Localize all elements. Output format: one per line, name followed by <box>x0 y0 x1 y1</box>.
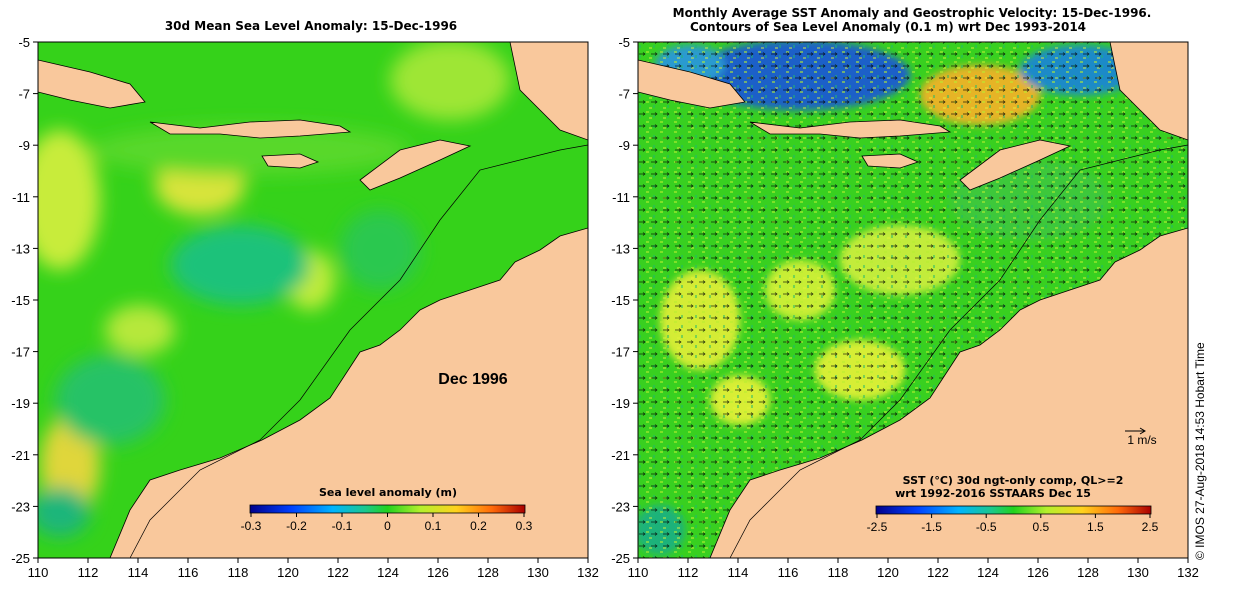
sulawesi-land-left <box>509 42 588 141</box>
right-y-tick-label: -19 <box>611 396 630 411</box>
right-colorbar-tick-label: -2.5 <box>867 520 888 534</box>
left-x-tick-label: 114 <box>128 565 149 580</box>
sulawesi-land-right <box>1109 42 1188 141</box>
left-x-tick-label: 124 <box>377 565 399 580</box>
left-colorbar-tick-label: -0.1 <box>332 519 353 533</box>
australia-landmass-left <box>109 227 588 558</box>
right-x-tick-label: 132 <box>1177 565 1199 580</box>
timor-island-right <box>959 139 1072 191</box>
right-y-tick-label: -15 <box>611 293 630 308</box>
lesser-sunda-islands-left <box>149 119 352 139</box>
right-colorbar-tick-label: 0.5 <box>1032 520 1049 534</box>
right-x-tick-label: 114 <box>728 565 749 580</box>
right-colorbar-tick-label: -0.5 <box>976 520 997 534</box>
left-x-tick-label: 118 <box>228 565 249 580</box>
right-x-tick-label: 126 <box>1027 565 1049 580</box>
right-map-plot <box>638 42 1188 558</box>
sumba-island-left <box>261 153 320 169</box>
lesser-sunda-islands-right <box>749 119 952 139</box>
left-map-title: 30d Mean Sea Level Anomaly: 15-Dec-1996 <box>165 19 457 33</box>
right-y-tick-label: -25 <box>611 551 630 566</box>
left-y-tick-label: -9 <box>18 138 30 153</box>
right-colorbar-ticks: -2.5 -1.5 -0.5 0.5 1.5 2.5 <box>867 514 1159 534</box>
left-x-tick-label: 122 <box>327 565 349 580</box>
java-island-left <box>38 59 146 109</box>
right-colorbar <box>875 505 1152 515</box>
right-x-tick-label: 124 <box>977 565 999 580</box>
left-colorbar-tick-label: -0.2 <box>286 519 307 533</box>
right-y-tick-label: -23 <box>611 499 630 514</box>
left-colorbar-tick-label: 0.3 <box>516 519 533 533</box>
right-x-tick-label: 120 <box>877 565 899 580</box>
left-colorbar-tick-label: 0.2 <box>470 519 487 533</box>
left-y-tick-label: -11 <box>12 190 30 205</box>
left-y-tick-label: -5 <box>18 35 30 50</box>
copyright-label: © IMOS 27-Aug-2018 14:53 Hobart Time <box>1193 342 1207 560</box>
right-x-tick-label: 122 <box>927 565 949 580</box>
right-x-tick-label: 112 <box>678 565 699 580</box>
left-x-tick-label: 116 <box>178 565 199 580</box>
right-colorbar-tick-label: -1.5 <box>921 520 942 534</box>
right-x-tick-label: 110 <box>628 565 649 580</box>
left-x-tick-label: 112 <box>78 565 99 580</box>
java-island-right <box>638 59 746 109</box>
right-x-tick-label: 128 <box>1077 565 1099 580</box>
right-y-tick-label: -17 <box>611 345 630 360</box>
left-y-tick-label: -21 <box>11 448 30 463</box>
right-colorbar-tick-label: 2.5 <box>1142 520 1159 534</box>
right-y-tick-label: -21 <box>611 448 630 463</box>
right-y-tick-label: -11 <box>612 190 630 205</box>
right-colorbar-title-line2: wrt 1992-2016 SSTAARS Dec 15 <box>895 487 1091 500</box>
right-y-tick-label: -9 <box>618 138 630 153</box>
left-y-tick-label: -19 <box>11 396 30 411</box>
right-map-title-line1: Monthly Average SST Anomaly and Geostrop… <box>673 6 1152 20</box>
left-map-plot <box>38 42 588 558</box>
australia-landmass-right <box>709 227 1188 558</box>
left-colorbar-tick-label: 0.1 <box>425 519 442 533</box>
sumba-island-right <box>861 153 920 169</box>
right-map-title-line2: Contours of Sea Level Anomaly (0.1 m) wr… <box>690 20 1086 34</box>
left-y-tick-label: -23 <box>11 499 30 514</box>
right-y-tick-label: -7 <box>618 87 630 102</box>
right-colorbar-title-line1: SST (°C) 30d ngt-only comp, QL>=2 <box>903 474 1124 487</box>
right-x-axis: 110 112 114 116 118 120 122 124 126 128 130 132 <box>628 558 1199 580</box>
right-x-tick-label: 118 <box>828 565 849 580</box>
right-x-tick-label: 116 <box>778 565 799 580</box>
right-y-axis: -5 -7 -9 -11 -13 -15 -17 -19 -21 -23 -25 <box>611 35 638 566</box>
left-x-tick-label: 128 <box>477 565 499 580</box>
left-colorbar-tick-label: -0.3 <box>241 519 262 533</box>
date-label: Dec 1996 <box>438 371 507 388</box>
timor-island-left <box>359 139 472 191</box>
left-y-tick-label: -17 <box>11 345 30 360</box>
left-x-tick-label: 110 <box>28 565 49 580</box>
left-x-tick-label: 132 <box>577 565 599 580</box>
left-y-tick-label: -13 <box>11 241 30 256</box>
left-colorbar-tick-label: 0 <box>384 519 391 533</box>
left-colorbar-title: Sea level anomaly (m) <box>319 486 457 499</box>
left-colorbar <box>249 504 526 514</box>
left-y-tick-label: -25 <box>11 551 30 566</box>
left-y-tick-label: -15 <box>11 293 30 308</box>
right-y-tick-label: -5 <box>618 35 630 50</box>
left-x-axis: 110 112 114 116 118 120 122 124 126 128 130 132 <box>28 558 599 580</box>
left-x-tick-label: 130 <box>527 565 549 580</box>
left-colorbar-ticks: -0.3 -0.2 -0.1 0 0.1 0.2 0.3 <box>241 513 533 533</box>
right-colorbar-tick-label: 1.5 <box>1087 520 1104 534</box>
right-y-tick-label: -13 <box>611 241 630 256</box>
left-y-axis: -5 -7 -9 -11 -13 -15 -17 -19 -21 -23 -25 <box>11 35 38 566</box>
velocity-scale-label: 1 m/s <box>1127 433 1156 447</box>
left-x-tick-label: 126 <box>427 565 449 580</box>
right-x-tick-label: 130 <box>1127 565 1149 580</box>
left-y-tick-label: -7 <box>18 87 30 102</box>
left-x-tick-label: 120 <box>277 565 299 580</box>
velocity-scale-arrow <box>1125 427 1146 435</box>
